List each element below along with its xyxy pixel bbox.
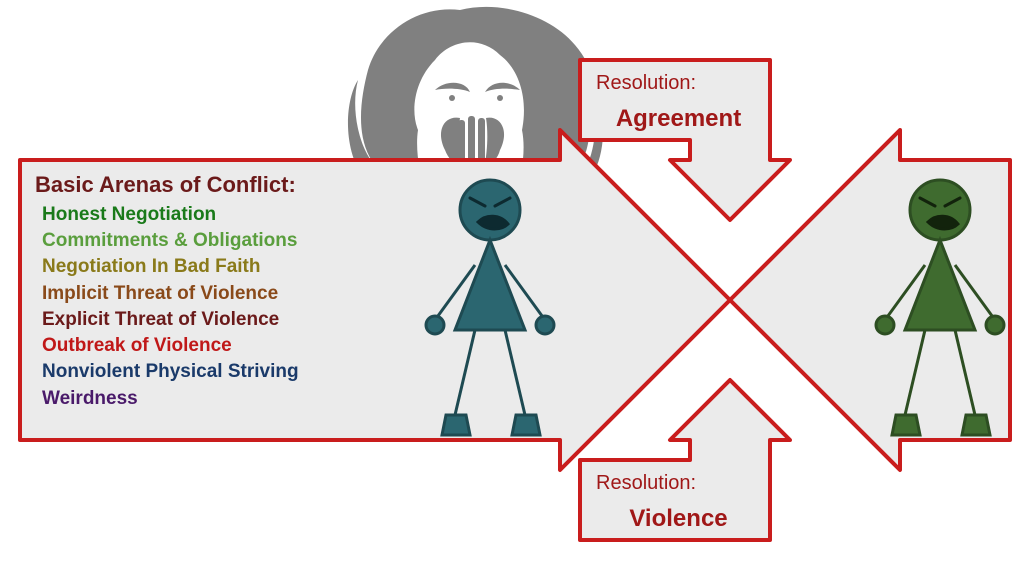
conflict-item: Negotiation In Bad Faith [42,254,422,280]
diagram-stage: Basic Arenas of Conflict: Honest Negotia… [0,0,1024,576]
conflict-item: Commitments & Obligations [42,228,422,254]
conflict-item: Outbreak of Violence [42,333,422,359]
resolution-value: Violence [596,505,761,533]
conflict-item: Honest Negotiation [42,202,422,228]
items-list: Honest Negotiation Commitments & Obligat… [42,202,422,412]
resolution-bottom: Resolution: Violence [596,472,761,533]
conflict-item: Implicit Threat of Violence [42,281,422,307]
conflict-item: Weirdness [42,386,422,412]
conflict-item: Nonviolent Physical Striving [42,359,422,385]
resolution-top: Resolution: Agreement [596,72,761,133]
resolution-label: Resolution: [596,472,761,495]
resolution-value: Agreement [596,105,761,133]
conflict-item: Explicit Threat of Violence [42,307,422,333]
panel-title: Basic Arenas of Conflict: [35,172,415,198]
resolution-label: Resolution: [596,72,761,95]
title-block: Basic Arenas of Conflict: [35,172,415,198]
